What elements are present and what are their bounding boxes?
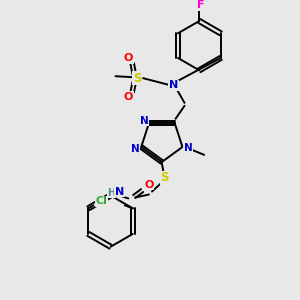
Text: F: F xyxy=(196,0,204,10)
Text: S: S xyxy=(133,72,141,85)
Text: S: S xyxy=(160,171,169,184)
Text: O: O xyxy=(144,180,154,190)
Text: O: O xyxy=(124,53,133,64)
Text: O: O xyxy=(124,92,133,102)
Text: N: N xyxy=(131,144,140,154)
Text: N: N xyxy=(169,80,178,90)
Text: H: H xyxy=(107,188,116,197)
Text: Cl: Cl xyxy=(95,196,107,206)
Text: N: N xyxy=(184,143,193,153)
Text: N: N xyxy=(115,187,124,196)
Text: N: N xyxy=(140,116,148,126)
